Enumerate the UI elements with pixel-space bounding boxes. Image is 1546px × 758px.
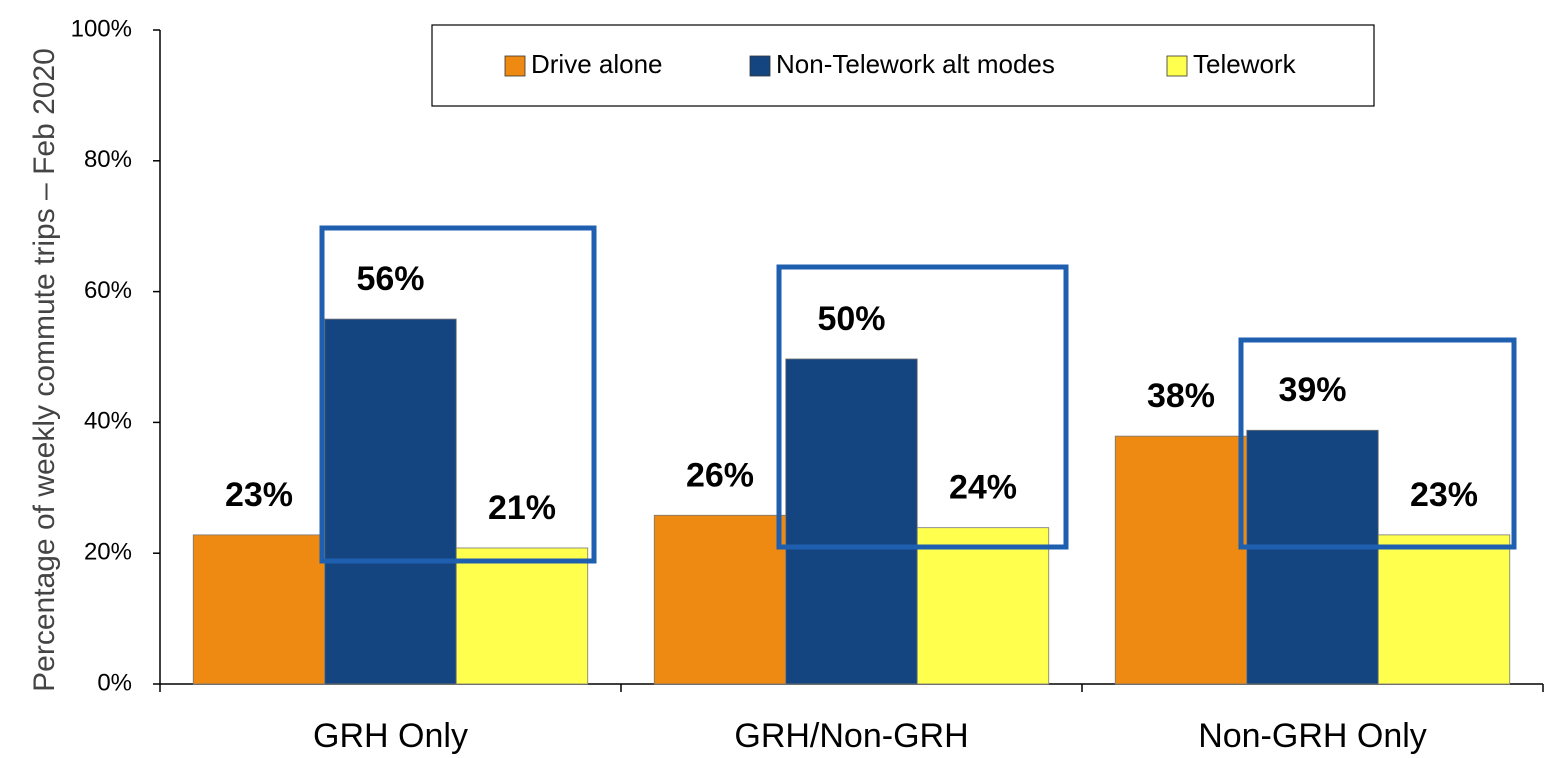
highlights	[319, 225, 1517, 564]
legend-swatch	[504, 55, 526, 77]
value-label: 23%	[225, 476, 293, 514]
bar	[1114, 435, 1248, 685]
value-label: 38%	[1147, 377, 1215, 415]
highlight-box	[776, 264, 1069, 550]
y-axis-label: Percentage of weekly commute trips – Feb…	[28, 48, 61, 692]
highlight-box	[319, 225, 597, 564]
bar	[785, 358, 918, 685]
x-tick-label: GRH/Non-GRH	[734, 717, 968, 755]
bar	[916, 527, 1050, 685]
bar	[1377, 534, 1511, 685]
value-label: 21%	[488, 489, 556, 527]
bar	[455, 547, 589, 685]
legend-box	[431, 24, 1375, 107]
bar	[1246, 429, 1379, 685]
y-tick-label: 60%	[84, 277, 132, 304]
value-label: 39%	[1278, 371, 1346, 409]
y-tick-label: 100%	[71, 15, 132, 42]
value-label: 50%	[817, 300, 885, 338]
x-tick-label: GRH Only	[313, 717, 468, 755]
value-label: 26%	[686, 456, 754, 494]
legend-swatch	[1166, 55, 1188, 77]
legend-label: Telework	[1193, 49, 1297, 79]
value-label: 56%	[356, 260, 424, 298]
plot	[153, 29, 1544, 692]
x-tick-label: Non-GRH Only	[1198, 717, 1427, 755]
legend-label: Non-Telework alt modes	[776, 49, 1055, 79]
y-tick-label: 80%	[84, 146, 132, 173]
bar	[192, 534, 326, 685]
y-tick-label: 0%	[97, 669, 132, 696]
y-tick-label: 40%	[84, 408, 132, 435]
value-label: 24%	[949, 469, 1017, 507]
bar	[324, 318, 457, 685]
value-label: 23%	[1410, 476, 1478, 514]
legend-label: Drive alone	[531, 49, 663, 79]
y-tick-label: 20%	[84, 539, 132, 566]
legend-swatch	[749, 55, 771, 77]
bar	[653, 514, 787, 685]
highlight-box	[1238, 337, 1517, 550]
